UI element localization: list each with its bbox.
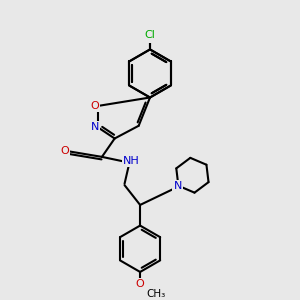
Text: O: O [60, 146, 69, 156]
Text: N: N [174, 181, 183, 191]
Text: Cl: Cl [145, 32, 155, 42]
Text: N: N [91, 122, 99, 132]
Text: N: N [173, 183, 181, 193]
Text: O: O [136, 279, 145, 289]
Text: NH: NH [123, 156, 140, 166]
Text: CH₃: CH₃ [146, 289, 166, 299]
Text: Cl: Cl [145, 30, 155, 40]
Text: O: O [91, 101, 99, 111]
